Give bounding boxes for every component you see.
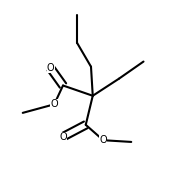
Text: O: O: [47, 63, 55, 73]
Text: O: O: [59, 132, 67, 142]
Text: O: O: [99, 135, 107, 145]
Text: O: O: [50, 99, 58, 109]
